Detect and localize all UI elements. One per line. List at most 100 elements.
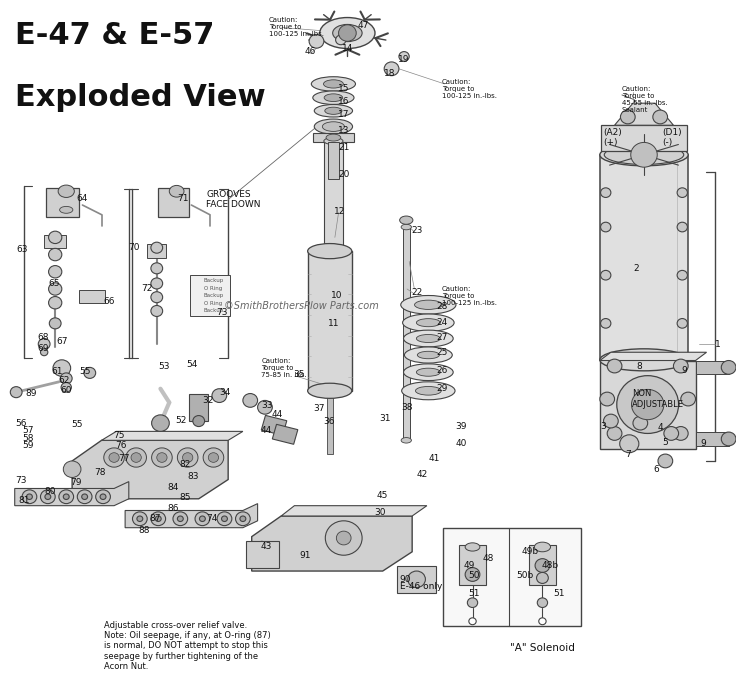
Text: 59: 59 [22,441,34,451]
Text: 78: 78 [94,468,106,477]
Text: Backup: Backup [204,278,224,283]
Text: 39: 39 [456,422,467,431]
Text: 85: 85 [180,493,191,502]
Text: 42: 42 [416,470,428,480]
Text: 65: 65 [48,279,60,288]
Ellipse shape [324,244,343,251]
Text: 15: 15 [338,83,350,93]
Text: 73: 73 [15,475,26,485]
Text: 35: 35 [293,369,305,379]
Text: 55: 55 [79,367,91,376]
Text: 11: 11 [328,319,340,328]
Circle shape [157,453,167,462]
Circle shape [222,516,227,522]
Text: 75: 75 [113,431,125,440]
Text: Exploded View: Exploded View [15,83,266,111]
Circle shape [399,52,409,61]
Ellipse shape [324,94,343,102]
Circle shape [325,521,362,555]
Text: 62: 62 [58,376,70,385]
Ellipse shape [60,206,73,213]
Text: 27: 27 [436,333,448,343]
Circle shape [465,568,480,581]
Circle shape [601,270,611,280]
Circle shape [96,490,110,504]
Circle shape [49,248,62,261]
Text: 91: 91 [300,551,311,561]
Text: 55: 55 [71,420,82,429]
Ellipse shape [417,368,440,376]
Text: 66: 66 [103,297,115,306]
Text: 49: 49 [463,561,475,570]
Ellipse shape [600,144,688,166]
Bar [443,528,581,626]
Text: 50b: 50b [516,571,534,581]
Bar [459,545,486,585]
Ellipse shape [401,224,411,230]
Text: 49b: 49b [521,547,539,557]
Circle shape [22,490,37,504]
Circle shape [633,416,648,430]
Circle shape [104,448,124,467]
Polygon shape [600,352,707,361]
Ellipse shape [404,347,452,363]
Ellipse shape [401,438,411,443]
Text: Caution:
Torque to
100-125 in.-lbs.: Caution: Torque to 100-125 in.-lbs. [442,286,497,305]
Text: 68: 68 [37,332,49,342]
Text: 12: 12 [334,206,346,216]
Circle shape [151,292,163,303]
Text: 21: 21 [338,143,350,153]
Ellipse shape [534,542,551,552]
Text: Caution:
Torque to
100-125 in.-lbs.: Caution: Torque to 100-125 in.-lbs. [269,17,324,37]
Ellipse shape [169,186,184,197]
Bar [696,361,729,374]
Ellipse shape [417,319,440,327]
Text: 9: 9 [701,439,707,449]
Ellipse shape [400,216,413,224]
Text: 50: 50 [468,571,480,581]
Text: 64: 64 [77,193,88,203]
Text: 45: 45 [376,491,388,500]
Text: 89: 89 [25,389,37,398]
Circle shape [199,516,205,522]
Circle shape [604,414,618,428]
Circle shape [617,376,679,433]
Text: 14: 14 [342,43,353,53]
Text: 22: 22 [411,288,423,297]
Circle shape [100,494,106,499]
Circle shape [601,222,611,232]
Circle shape [49,283,62,295]
Bar [397,566,436,593]
Text: 87: 87 [149,514,161,524]
Circle shape [601,188,611,197]
Text: 13: 13 [338,126,350,136]
Bar [147,244,166,258]
Circle shape [137,516,143,522]
Polygon shape [15,482,129,506]
Text: 5: 5 [662,438,668,447]
Text: 80: 80 [44,487,56,497]
Ellipse shape [308,383,352,398]
Polygon shape [102,431,243,440]
Text: 34: 34 [219,387,231,397]
Text: 10: 10 [330,290,342,300]
Text: 1: 1 [715,339,721,349]
Circle shape [109,453,119,462]
Text: 38: 38 [401,402,413,412]
Text: 43: 43 [261,542,272,552]
Bar [328,142,339,179]
Text: 28: 28 [436,301,448,311]
Text: 33: 33 [261,400,273,410]
Circle shape [151,512,166,526]
Circle shape [673,359,688,373]
Circle shape [173,512,188,526]
Circle shape [607,359,622,373]
Circle shape [658,454,673,468]
Circle shape [49,231,62,244]
Circle shape [607,427,622,440]
Text: 19: 19 [397,55,409,65]
Text: 82: 82 [180,460,191,469]
Text: 72: 72 [141,284,153,294]
Ellipse shape [323,80,343,88]
Text: 31: 31 [379,414,391,424]
